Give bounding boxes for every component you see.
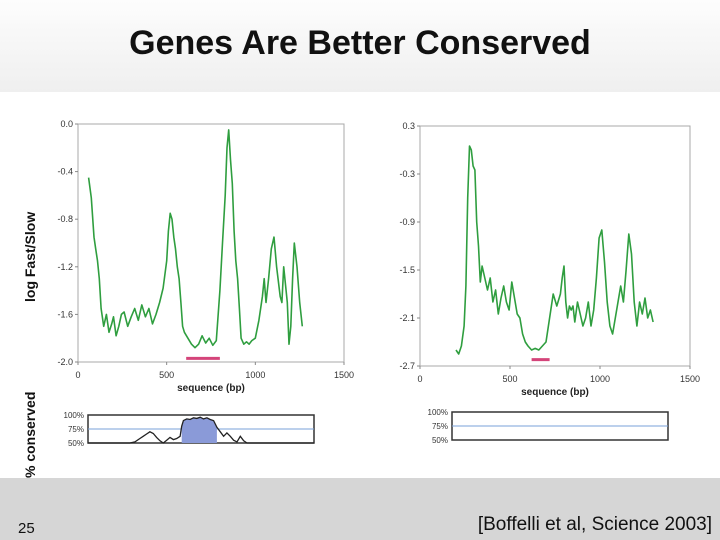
conservation-line <box>88 416 314 444</box>
y-tick-label: -0.8 <box>57 214 73 224</box>
x-tick-label: 1500 <box>680 374 700 384</box>
y-tick-label: -2.0 <box>57 357 73 367</box>
right-chart: 0.3 -0.3 -0.9 -1.5 -2.1 -2.70 500 1000 1500 seque… <box>399 121 700 445</box>
y-tick-label: -1.5 <box>399 265 415 275</box>
slide-title: Genes Are Better Conserved <box>129 24 591 62</box>
plot-frame <box>419 125 691 367</box>
y-axis-label-rate: log Fast/Slow <box>22 211 38 302</box>
series-line <box>455 145 654 355</box>
series-line <box>87 129 304 349</box>
slide-number: 25 <box>18 520 35 537</box>
y-tick-label: 0.3 <box>402 121 415 131</box>
x-tick-label: 1000 <box>590 374 610 384</box>
citation: [Boffelli et al, Science 2003] <box>477 514 712 535</box>
left-chart: 0.0 -0.4 -0.8 -1.2 -1.6 -2.00 500 1000 1500 seque… <box>57 119 354 448</box>
x-axis-label: sequence (bp) <box>521 387 589 398</box>
y-tick-label: -0.4 <box>57 167 73 177</box>
x-axis-label: sequence (bp) <box>177 383 245 394</box>
track-tick-label: 100% <box>64 411 84 420</box>
y-tick-label: -0.9 <box>399 217 415 227</box>
track-tick-label: 75% <box>68 425 84 434</box>
x-tick-label: 500 <box>502 374 517 384</box>
x-tick-label: 1000 <box>245 370 265 380</box>
y-axis-label-conservation: % conserved <box>22 391 38 478</box>
x-tick-label: 500 <box>159 370 174 380</box>
footer-band <box>0 478 720 540</box>
track-tick-label: 75% <box>432 422 448 431</box>
y-tick-label: -1.2 <box>57 262 73 272</box>
figure: 0.0-0.4-0.8-1.2-1.6-2.00 500 1000 1500seque… <box>57 119 700 448</box>
y-tick-label: -0.3 <box>399 169 415 179</box>
track-tick-label: 100% <box>428 408 448 417</box>
y-tick-label: 0.0 <box>60 119 73 129</box>
x-tick-label: 1500 <box>334 370 354 380</box>
y-tick-label: -2.1 <box>399 313 415 323</box>
plot-frame <box>77 123 345 363</box>
conserved-region <box>181 417 217 443</box>
left-conservation-track: 100% 75% 50% <box>64 411 315 448</box>
track-tick-label: 50% <box>432 436 448 445</box>
right-conservation-track: 100% 75% 50% <box>428 408 669 445</box>
x-tick-label: 0 <box>75 370 80 380</box>
title-band <box>0 0 720 92</box>
x-tick-label: 0 <box>417 374 422 384</box>
y-tick-label: -2.7 <box>399 361 415 371</box>
y-tick-label: -1.6 <box>57 309 73 319</box>
track-tick-label: 50% <box>68 439 84 448</box>
